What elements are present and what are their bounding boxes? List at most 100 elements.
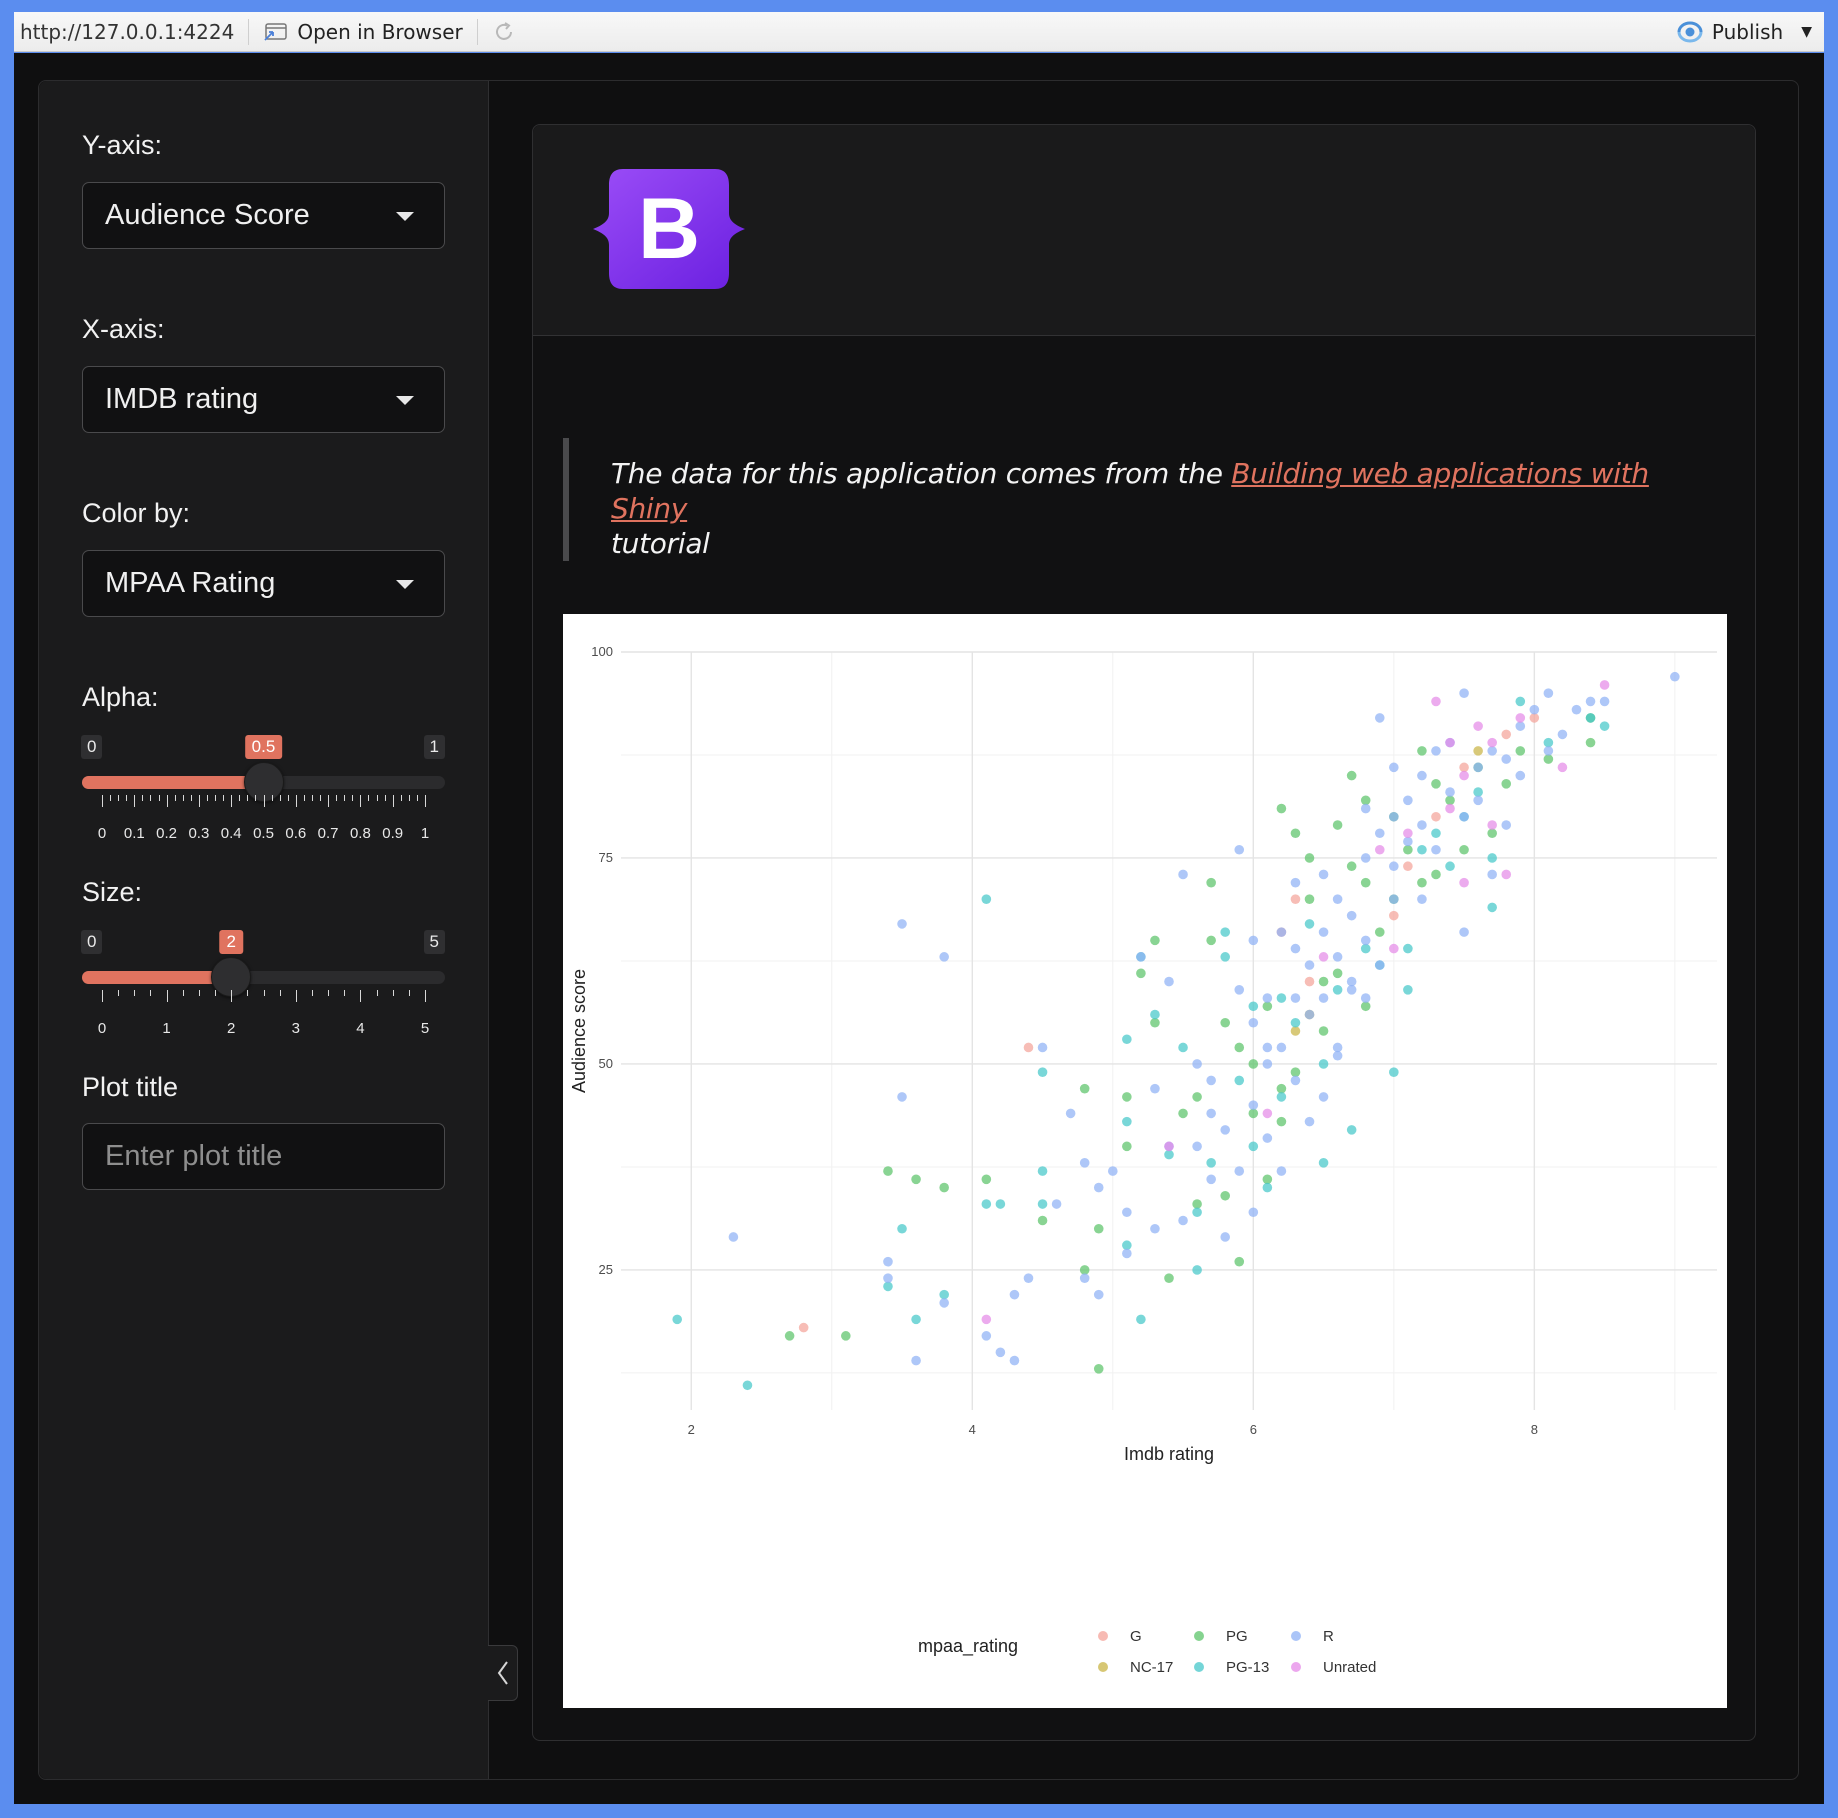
plot-title-input[interactable] bbox=[82, 1123, 445, 1190]
data-point-r bbox=[897, 1092, 907, 1102]
data-point-pg bbox=[1501, 779, 1512, 789]
legend-key-nc-17 bbox=[1098, 1662, 1108, 1672]
data-point-pg-13 bbox=[1332, 985, 1343, 995]
data-point-r bbox=[1079, 1273, 1090, 1283]
data-point-pg-13 bbox=[1192, 1207, 1202, 1218]
data-point-r bbox=[1262, 1042, 1273, 1053]
x-tick-label: 2 bbox=[688, 1422, 695, 1437]
data-point-pg bbox=[1093, 1223, 1104, 1234]
alpha-tick-mark bbox=[295, 795, 297, 807]
alpha-tick-label: 0 bbox=[97, 825, 107, 842]
size-tick-mark bbox=[198, 990, 200, 996]
data-point-g bbox=[1529, 713, 1540, 723]
shiny-tutorial-link[interactable]: Building web applications with Shiny bbox=[611, 457, 1649, 525]
alpha-tick-mark bbox=[271, 795, 273, 801]
data-point-r bbox=[1304, 1009, 1315, 1020]
alpha-tick-mark bbox=[376, 795, 378, 801]
alpha-tick-mark bbox=[320, 795, 322, 801]
size-tick-mark bbox=[231, 990, 233, 1002]
chevron-down-icon[interactable]: ▼ bbox=[1801, 23, 1812, 40]
size-slider[interactable]: 0 5 2 0 1 2 3 4 5 bbox=[81, 930, 445, 1040]
data-point-pg bbox=[1431, 779, 1441, 789]
open-in-browser-button[interactable]: Open in Browser bbox=[263, 20, 463, 44]
alpha-tick-mark bbox=[190, 795, 192, 801]
data-point-r bbox=[1192, 1141, 1202, 1152]
size-tick-mark bbox=[425, 990, 426, 1002]
data-point-pg bbox=[1248, 1059, 1259, 1069]
alpha-tick-mark bbox=[150, 795, 152, 801]
data-point-r bbox=[995, 1347, 1006, 1358]
size-tick-label: 1 bbox=[162, 1020, 171, 1037]
size-tick-mark bbox=[134, 990, 136, 996]
size-tick-mark bbox=[311, 990, 313, 996]
sidebar: Y-axis: Audience Score X-axis: IMDB rati… bbox=[39, 81, 489, 1779]
data-point-pg-13 bbox=[1262, 1182, 1273, 1193]
alpha-tick-mark bbox=[360, 795, 362, 807]
data-point-pg bbox=[1431, 869, 1441, 880]
data-point-r bbox=[1276, 927, 1287, 937]
data-point-g bbox=[798, 1322, 809, 1333]
data-point-r bbox=[939, 952, 949, 962]
data-point-unrated bbox=[981, 1314, 992, 1325]
data-point-r bbox=[1178, 869, 1188, 880]
data-point-pg bbox=[1206, 935, 1216, 946]
data-point-pg-13 bbox=[1403, 985, 1413, 995]
data-point-pg-13 bbox=[1122, 1116, 1132, 1127]
x-axis-select[interactable]: IMDB rating bbox=[82, 366, 445, 433]
data-point-g bbox=[1403, 861, 1413, 872]
toolbar-divider bbox=[248, 18, 250, 45]
legend-key-pg bbox=[1194, 1631, 1204, 1641]
toolbar-divider bbox=[476, 18, 478, 45]
data-point-pg bbox=[1136, 968, 1146, 979]
size-max-label: 5 bbox=[423, 930, 445, 954]
data-point-r bbox=[1346, 910, 1357, 921]
data-point-r bbox=[1220, 1232, 1231, 1242]
data-point-pg-13 bbox=[1389, 1067, 1399, 1077]
data-point-pg-13 bbox=[1206, 1158, 1216, 1168]
data-point-r bbox=[1206, 1075, 1216, 1086]
legend-key-pg-13 bbox=[1194, 1662, 1204, 1672]
alpha-tick-mark bbox=[198, 795, 200, 807]
data-point-unrated bbox=[1445, 737, 1455, 748]
alpha-tick-mark bbox=[425, 795, 426, 807]
legend-key-unrated bbox=[1291, 1662, 1301, 1672]
data-point-r bbox=[1374, 960, 1385, 970]
x-tick-label: 4 bbox=[969, 1422, 976, 1437]
alpha-slider[interactable]: 0 1 0.5 0 0.1 0.2 0.3 0.4 0.5 0.6 0.7 0.8 0.9 1 bbox=[81, 735, 445, 845]
alpha-tick-mark bbox=[118, 795, 120, 801]
data-point-pg bbox=[1079, 1265, 1090, 1275]
publish-button[interactable]: Publish ▼ bbox=[1676, 20, 1824, 44]
data-point-r bbox=[1234, 844, 1245, 855]
alpha-tick-mark bbox=[166, 795, 168, 807]
data-point-pg-13 bbox=[1276, 993, 1287, 1003]
data-point-pg-13 bbox=[1318, 1158, 1329, 1168]
y-tick-label: 50 bbox=[599, 1056, 613, 1071]
data-point-g bbox=[1501, 729, 1512, 740]
scatter-plot-svg: 2 4 6 8 25 50 75 100 Imdb rating Audience score mp… bbox=[569, 644, 1717, 1676]
legend-label: R bbox=[1323, 1628, 1334, 1645]
data-point-pg bbox=[1417, 877, 1427, 888]
card-header: B bbox=[533, 125, 1755, 336]
data-point-g bbox=[1459, 762, 1469, 773]
size-tick-mark bbox=[215, 990, 217, 996]
x-axis-label: X-axis: bbox=[82, 314, 165, 344]
data-point-pg-13 bbox=[1599, 721, 1610, 731]
size-tick-mark bbox=[295, 990, 297, 1002]
sidebar-collapse-button[interactable] bbox=[488, 1645, 518, 1701]
y-axis-select[interactable]: Audience Score bbox=[82, 182, 445, 249]
data-point-r bbox=[1459, 688, 1469, 698]
data-point-nc-17 bbox=[1473, 746, 1483, 756]
alpha-min-label: 0 bbox=[81, 735, 103, 759]
alpha-slider-ticks: 0 0.1 0.2 0.3 0.4 0.5 0.6 0.7 0.8 0.9 1 bbox=[82, 795, 445, 845]
data-point-pg-13 bbox=[1136, 1314, 1146, 1325]
legend-label: PG-13 bbox=[1226, 1659, 1269, 1676]
alpha-tick-mark bbox=[263, 795, 265, 807]
alpha-tick-label: 0.2 bbox=[156, 825, 178, 842]
data-point-r bbox=[1150, 1223, 1160, 1234]
color-by-select[interactable]: MPAA Rating bbox=[82, 550, 445, 617]
url-text[interactable]: http://127.0.0.1:4224 bbox=[20, 19, 235, 44]
data-point-r bbox=[1290, 1075, 1301, 1086]
refresh-icon[interactable] bbox=[492, 20, 516, 44]
data-point-pg-13 bbox=[911, 1314, 921, 1325]
data-point-pg bbox=[1093, 1364, 1104, 1374]
